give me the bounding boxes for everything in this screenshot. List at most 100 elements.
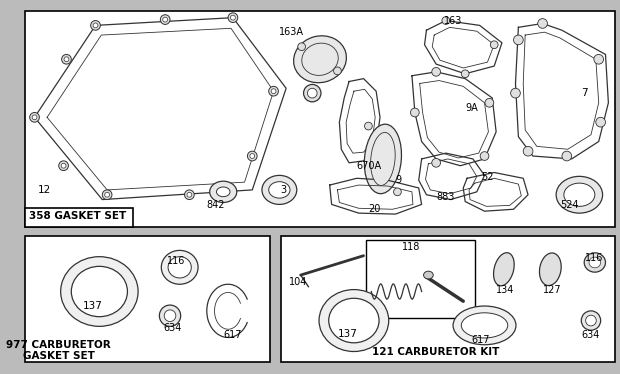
Bar bbox=[25, 236, 270, 362]
Circle shape bbox=[394, 188, 401, 196]
Circle shape bbox=[59, 161, 68, 171]
Text: 670A: 670A bbox=[356, 161, 382, 171]
Ellipse shape bbox=[423, 271, 433, 279]
Bar bbox=[25, 208, 133, 227]
Circle shape bbox=[228, 13, 237, 22]
Ellipse shape bbox=[159, 305, 180, 327]
Circle shape bbox=[298, 43, 306, 50]
Ellipse shape bbox=[161, 250, 198, 284]
Ellipse shape bbox=[539, 253, 561, 286]
Circle shape bbox=[91, 21, 100, 30]
Ellipse shape bbox=[371, 132, 395, 186]
Ellipse shape bbox=[210, 181, 237, 202]
Ellipse shape bbox=[71, 266, 128, 317]
Text: 104: 104 bbox=[289, 277, 308, 287]
Circle shape bbox=[250, 154, 255, 159]
Ellipse shape bbox=[164, 310, 176, 322]
Circle shape bbox=[93, 23, 98, 28]
Ellipse shape bbox=[319, 289, 389, 352]
Ellipse shape bbox=[584, 253, 606, 272]
Ellipse shape bbox=[556, 177, 603, 213]
Bar bbox=[366, 240, 475, 318]
Ellipse shape bbox=[268, 182, 290, 198]
Text: 116: 116 bbox=[585, 253, 603, 263]
Ellipse shape bbox=[453, 306, 516, 345]
Circle shape bbox=[365, 122, 372, 130]
Circle shape bbox=[64, 57, 69, 62]
Text: 116: 116 bbox=[167, 256, 185, 266]
Circle shape bbox=[185, 190, 194, 200]
Text: 634: 634 bbox=[163, 324, 182, 334]
Text: 617: 617 bbox=[223, 330, 242, 340]
Bar bbox=[281, 236, 615, 362]
Circle shape bbox=[102, 190, 112, 200]
Circle shape bbox=[594, 55, 603, 64]
Circle shape bbox=[442, 17, 450, 24]
Circle shape bbox=[161, 15, 170, 24]
Ellipse shape bbox=[302, 43, 339, 76]
Text: 3: 3 bbox=[280, 185, 286, 195]
Text: 127: 127 bbox=[542, 285, 561, 295]
Circle shape bbox=[231, 15, 236, 20]
Ellipse shape bbox=[589, 257, 601, 268]
Circle shape bbox=[562, 151, 572, 161]
Circle shape bbox=[596, 117, 606, 127]
Text: 617: 617 bbox=[471, 335, 489, 345]
Circle shape bbox=[334, 67, 341, 75]
Ellipse shape bbox=[365, 124, 402, 194]
Ellipse shape bbox=[586, 315, 596, 326]
Text: 634: 634 bbox=[582, 330, 600, 340]
Ellipse shape bbox=[582, 311, 601, 330]
Text: 977 CARBURETOR
GASKET SET: 977 CARBURETOR GASKET SET bbox=[6, 340, 111, 362]
Circle shape bbox=[187, 192, 192, 197]
Text: 121 CARBURETOR KIT: 121 CARBURETOR KIT bbox=[373, 347, 500, 357]
Circle shape bbox=[163, 17, 167, 22]
Text: 524: 524 bbox=[560, 200, 578, 209]
Circle shape bbox=[538, 19, 547, 28]
Ellipse shape bbox=[168, 257, 192, 278]
Text: 137: 137 bbox=[337, 329, 357, 339]
Circle shape bbox=[105, 192, 110, 197]
Ellipse shape bbox=[308, 88, 317, 98]
Text: 7: 7 bbox=[582, 88, 588, 98]
Text: 842: 842 bbox=[207, 200, 225, 209]
Text: 12: 12 bbox=[37, 185, 51, 195]
Circle shape bbox=[513, 35, 523, 45]
Text: 52: 52 bbox=[482, 172, 494, 183]
Circle shape bbox=[268, 86, 278, 96]
Ellipse shape bbox=[304, 85, 321, 102]
Circle shape bbox=[247, 151, 257, 161]
Ellipse shape bbox=[216, 187, 230, 197]
Ellipse shape bbox=[494, 253, 514, 286]
Ellipse shape bbox=[564, 183, 595, 206]
Circle shape bbox=[61, 163, 66, 168]
Text: 883: 883 bbox=[436, 192, 454, 202]
Text: 20: 20 bbox=[368, 205, 381, 214]
Circle shape bbox=[490, 41, 498, 49]
Ellipse shape bbox=[61, 257, 138, 327]
Circle shape bbox=[480, 152, 489, 160]
Circle shape bbox=[461, 70, 469, 78]
Ellipse shape bbox=[294, 36, 347, 83]
Circle shape bbox=[32, 115, 37, 120]
Ellipse shape bbox=[461, 313, 508, 338]
Text: 134: 134 bbox=[496, 285, 515, 295]
Text: 137: 137 bbox=[83, 301, 103, 311]
Circle shape bbox=[30, 113, 40, 122]
Circle shape bbox=[485, 98, 494, 107]
Circle shape bbox=[432, 159, 440, 167]
Text: 163: 163 bbox=[444, 16, 463, 26]
Bar bbox=[25, 11, 615, 227]
Text: 118: 118 bbox=[402, 242, 420, 252]
Circle shape bbox=[432, 67, 440, 76]
Circle shape bbox=[511, 88, 520, 98]
Text: 9: 9 bbox=[396, 175, 402, 186]
Ellipse shape bbox=[329, 298, 379, 343]
Text: 9A: 9A bbox=[465, 103, 478, 113]
Text: 358 GASKET SET: 358 GASKET SET bbox=[29, 211, 126, 221]
Text: 163A: 163A bbox=[280, 27, 304, 37]
Circle shape bbox=[523, 146, 533, 156]
Circle shape bbox=[271, 89, 276, 94]
Ellipse shape bbox=[262, 175, 297, 205]
Circle shape bbox=[61, 55, 71, 64]
